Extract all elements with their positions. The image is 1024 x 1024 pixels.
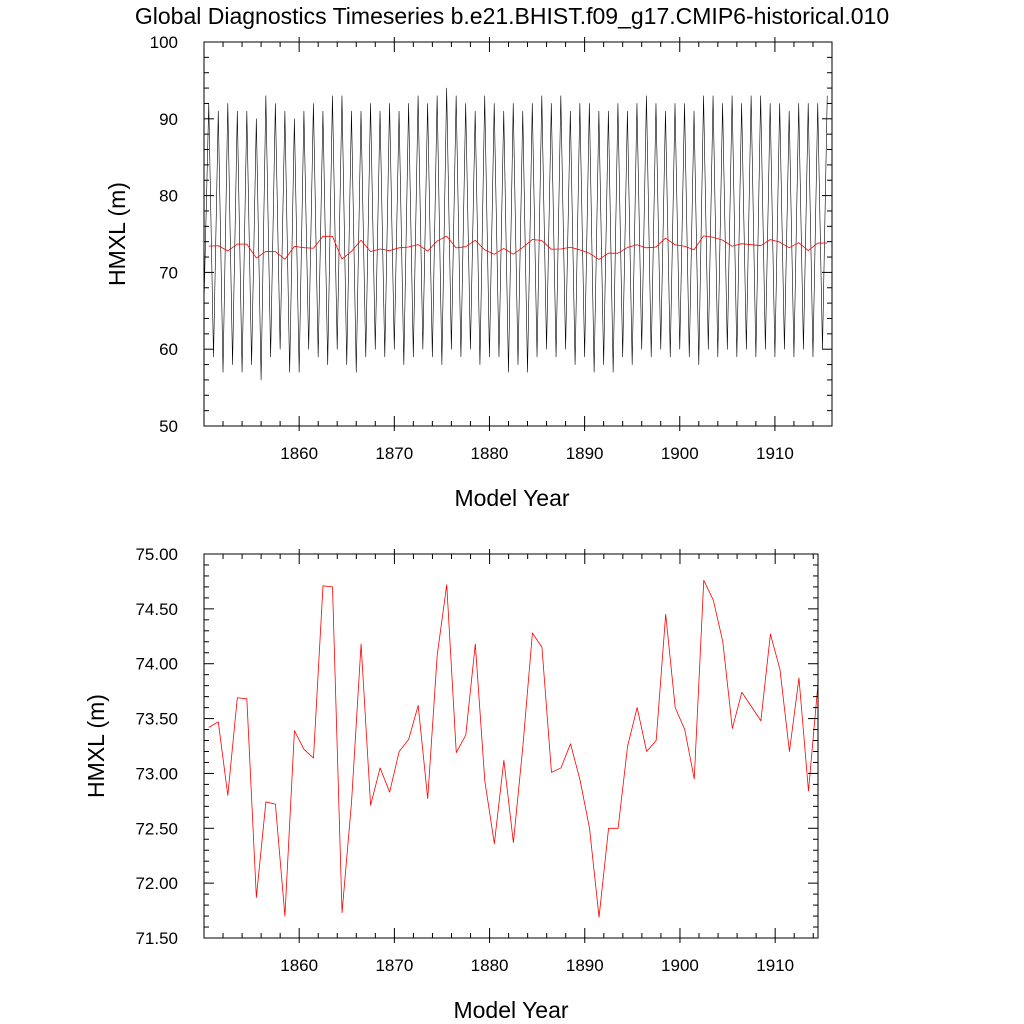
bottom-x-tick-label: 1890 (566, 956, 604, 975)
bottom-y-tick-label: 74.50 (135, 600, 178, 619)
top-series-line-monthly (203, 87, 828, 381)
top-plot-frame (203, 41, 833, 427)
bottom-y-tick-label: 72.00 (135, 874, 178, 893)
top-x-tick-label: 1860 (280, 444, 318, 463)
top-panel: 1860 1870 1880 1890 1900 1910 50 60 70 80 90 100 Mo… (104, 33, 833, 511)
bottom-y-tick-label: 72.50 (135, 819, 178, 838)
bottom-x-tick-label: 1860 (280, 956, 318, 975)
bottom-plot-frame (203, 553, 819, 939)
top-x-axis-label: Model Year (454, 485, 569, 511)
bottom-y-tick-label: 73.00 (135, 764, 178, 783)
bottom-y-tick-label: 71.50 (135, 929, 178, 948)
bottom-panel: 1860 1870 1880 1890 1900 1910 71.50 72.00 72.50 7… (83, 545, 819, 1023)
figure-title: Global Diagnostics Timeseries b.e21.BHIS… (135, 3, 889, 29)
top-y-axis-label: HMXL (m) (104, 182, 130, 286)
bottom-y-tick-label: 73.50 (135, 710, 178, 729)
bottom-series-line-annual (208, 579, 819, 918)
bottom-x-tick-label: 1910 (756, 956, 794, 975)
bottom-x-tick-label: 1870 (375, 956, 413, 975)
top-ticks-layer: 1860 1870 1880 1890 1900 1910 50 60 70 80 90 100 (150, 33, 833, 463)
top-y-tick-label: 90 (159, 110, 178, 129)
bottom-x-tick-label: 1880 (471, 956, 509, 975)
bottom-y-tick-label: 74.00 (135, 655, 178, 674)
top-y-tick-label: 80 (159, 187, 178, 206)
top-series-line-annual (208, 235, 828, 260)
bottom-y-tick-label: 75.00 (135, 545, 178, 564)
top-y-tick-label: 100 (150, 33, 178, 52)
top-x-tick-label: 1910 (756, 444, 794, 463)
top-y-tick-label: 70 (159, 263, 178, 282)
bottom-series-layer (208, 579, 819, 918)
top-x-tick-label: 1890 (566, 444, 604, 463)
bottom-x-axis-label: Model Year (453, 997, 568, 1023)
top-y-tick-label: 60 (159, 340, 178, 359)
bottom-x-tick-label: 1900 (661, 956, 699, 975)
top-series-layer (203, 87, 828, 381)
top-y-tick-label: 50 (159, 417, 178, 436)
top-x-tick-label: 1870 (375, 444, 413, 463)
top-x-tick-label: 1900 (661, 444, 699, 463)
bottom-y-axis-label: HMXL (m) (83, 694, 109, 798)
top-x-tick-label: 1880 (471, 444, 509, 463)
bottom-ticks-layer: 1860 1870 1880 1890 1900 1910 71.50 72.00 72.50 7… (135, 545, 818, 975)
